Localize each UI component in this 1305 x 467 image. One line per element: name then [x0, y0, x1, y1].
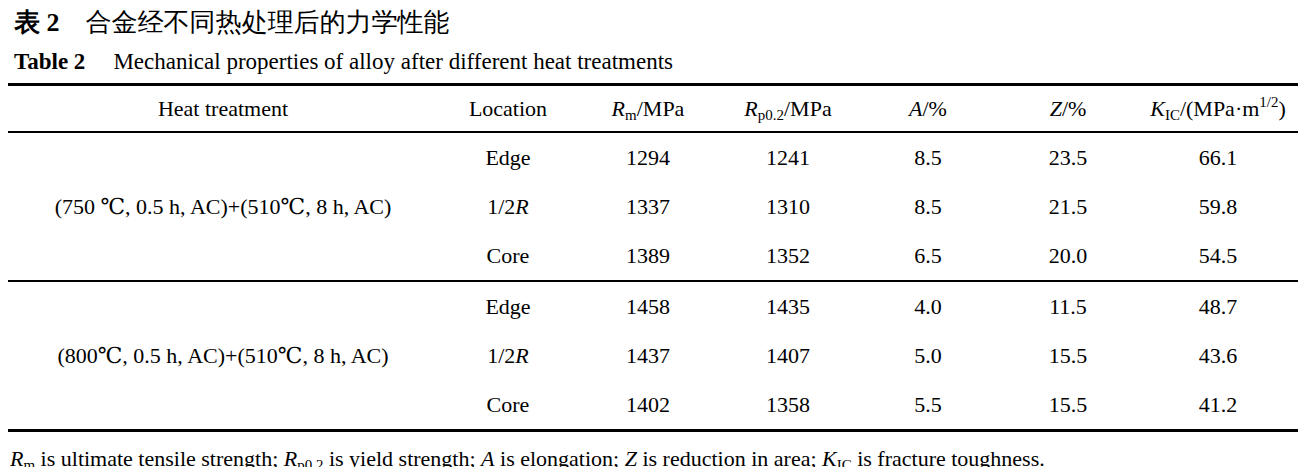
z-cell: 15.5	[998, 331, 1138, 380]
kic-cell: 54.5	[1138, 231, 1298, 281]
table-caption-en: Table 2Mechanical properties of alloy af…	[14, 45, 1305, 78]
rp02-cell: 1435	[718, 281, 858, 331]
kic-cell: 48.7	[1138, 281, 1298, 331]
table-caption-en-label: Table 2	[14, 49, 113, 74]
paper-table-page: 表 2合金经不同热处理后的力学性能 Table 2Mechanical prop…	[0, 0, 1305, 467]
column-header-rp02: Rp0.2/MPa	[718, 85, 858, 133]
location-cell: Edge	[438, 281, 578, 331]
rp02-cell: 1358	[718, 380, 858, 431]
column-header-heat-treatment: Heat treatment	[8, 85, 438, 133]
rm-cell: 1337	[578, 182, 718, 231]
table-row: (750 ℃, 0.5 h, AC)+(510℃, 8 h, AC) Edge …	[8, 132, 1298, 182]
kic-cell: 43.6	[1138, 331, 1298, 380]
location-cell: 1/2R	[438, 331, 578, 380]
rp02-cell: 1407	[718, 331, 858, 380]
a-cell: 4.0	[858, 281, 998, 331]
a-cell: 8.5	[858, 182, 998, 231]
rm-cell: 1389	[578, 231, 718, 281]
a-cell: 5.5	[858, 380, 998, 431]
kic-cell: 41.2	[1138, 380, 1298, 431]
rm-cell: 1294	[578, 132, 718, 182]
rm-cell: 1437	[578, 331, 718, 380]
z-cell: 11.5	[998, 281, 1138, 331]
location-cell: Core	[438, 231, 578, 281]
table-caption-zh: 表 2合金经不同热处理后的力学性能	[14, 5, 1305, 41]
table-caption-zh-text: 合金经不同热处理后的力学性能	[86, 8, 450, 37]
rp02-cell: 1310	[718, 182, 858, 231]
mechanical-properties-table: Heat treatment Location Rm/MPa Rp0.2/MPa…	[8, 83, 1298, 432]
rm-cell: 1458	[578, 281, 718, 331]
location-cell: Edge	[438, 132, 578, 182]
treatment-cell: (750 ℃, 0.5 h, AC)+(510℃, 8 h, AC)	[8, 132, 438, 281]
table-caption-zh-label: 表 2	[14, 8, 86, 37]
column-header-a: A/%	[858, 85, 998, 133]
column-header-location: Location	[438, 85, 578, 133]
table-row: (800℃, 0.5 h, AC)+(510℃, 8 h, AC) Edge 1…	[8, 281, 1298, 331]
z-cell: 21.5	[998, 182, 1138, 231]
z-cell: 15.5	[998, 380, 1138, 431]
a-cell: 6.5	[858, 231, 998, 281]
z-cell: 20.0	[998, 231, 1138, 281]
column-header-rm: Rm/MPa	[578, 85, 718, 133]
location-cell: Core	[438, 380, 578, 431]
column-header-z: Z/%	[998, 85, 1138, 133]
rp02-cell: 1352	[718, 231, 858, 281]
z-cell: 23.5	[998, 132, 1138, 182]
kic-cell: 66.1	[1138, 132, 1298, 182]
a-cell: 8.5	[858, 132, 998, 182]
location-cell: 1/2R	[438, 182, 578, 231]
table-footnote: Rm is ultimate tensile strength; Rp0.2 i…	[10, 444, 1305, 467]
a-cell: 5.0	[858, 331, 998, 380]
column-header-kic: KIC/(MPa·m1/2)	[1138, 85, 1298, 133]
rp02-cell: 1241	[718, 132, 858, 182]
table-caption-en-text: Mechanical properties of alloy after dif…	[113, 49, 673, 74]
treatment-cell: (800℃, 0.5 h, AC)+(510℃, 8 h, AC)	[8, 281, 438, 431]
header-row: Heat treatment Location Rm/MPa Rp0.2/MPa…	[8, 85, 1298, 133]
rm-cell: 1402	[578, 380, 718, 431]
kic-cell: 59.8	[1138, 182, 1298, 231]
